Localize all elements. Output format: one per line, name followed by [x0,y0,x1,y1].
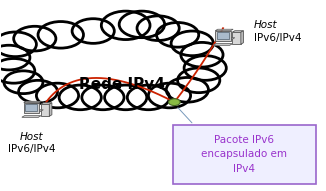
Circle shape [118,10,166,39]
Circle shape [12,25,57,52]
Text: IPv4: IPv4 [233,163,255,173]
Circle shape [0,57,37,84]
Circle shape [169,99,180,106]
Text: Host: Host [254,20,277,30]
Polygon shape [215,31,230,41]
Polygon shape [41,103,52,104]
Circle shape [170,30,215,57]
Circle shape [179,41,225,68]
Circle shape [126,84,171,111]
Circle shape [37,21,85,49]
FancyBboxPatch shape [173,125,316,184]
Circle shape [70,18,116,44]
Text: Rede IPv4: Rede IPv4 [80,77,165,92]
Polygon shape [214,44,232,45]
Circle shape [147,82,192,109]
Circle shape [0,44,32,71]
Polygon shape [41,104,49,116]
Polygon shape [22,116,41,117]
Circle shape [2,70,45,95]
Text: encapsulado em: encapsulado em [201,149,287,159]
Circle shape [165,77,210,103]
Polygon shape [25,104,37,112]
Text: IPv6/IPv4: IPv6/IPv4 [254,33,302,43]
Polygon shape [22,116,41,117]
Circle shape [100,10,152,40]
Text: IPv6/IPv4: IPv6/IPv4 [8,144,55,154]
Polygon shape [24,103,39,113]
Polygon shape [215,29,233,31]
Polygon shape [49,103,52,116]
Ellipse shape [32,52,220,109]
Circle shape [0,31,38,57]
Polygon shape [217,32,229,39]
Circle shape [80,84,126,111]
Polygon shape [241,31,244,44]
Circle shape [155,22,200,48]
Polygon shape [25,110,43,112]
Polygon shape [217,38,235,40]
Text: Pacote IPv6: Pacote IPv6 [214,135,274,145]
Circle shape [183,55,228,81]
Circle shape [135,15,181,41]
Circle shape [35,82,80,109]
Circle shape [17,79,59,104]
Polygon shape [232,31,244,32]
Polygon shape [24,101,42,103]
Polygon shape [232,32,241,44]
Text: Host: Host [20,132,43,142]
Polygon shape [214,44,232,45]
Circle shape [57,84,103,111]
Circle shape [176,67,221,94]
Circle shape [103,84,148,111]
